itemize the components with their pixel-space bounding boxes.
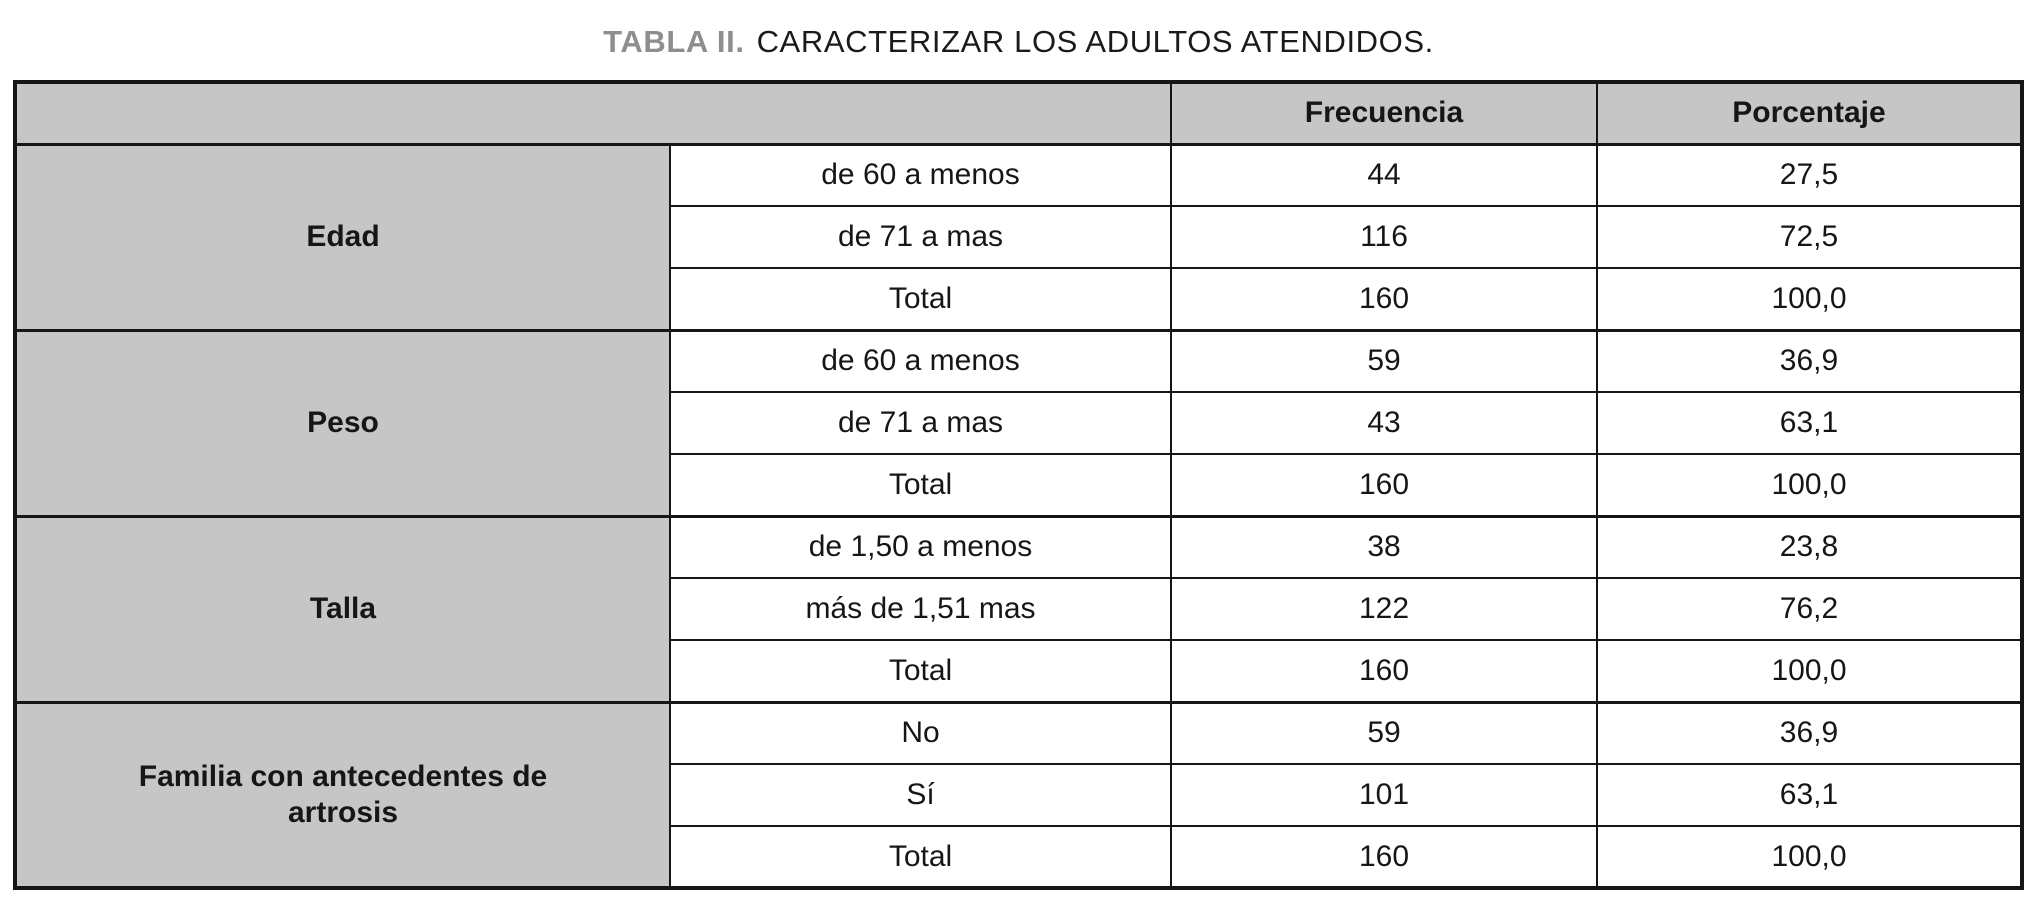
table-row: Edad de 60 a menos 44 27,5 — [14, 142, 2023, 331]
cell-frecuencia: 59 — [1170, 328, 1598, 393]
table-title-label: TABLA II. — [603, 24, 745, 59]
header-frecuencia: Frecuencia — [1170, 81, 1598, 146]
header-row: Frecuencia Porcentaje — [14, 81, 2023, 146]
page: TABLA II. CARACTERIZAR LOS ADULTOS ATENDI… — [0, 24, 2037, 890]
cell-porcentaje: 27,5 — [1596, 142, 2023, 207]
row-label: Total — [669, 825, 1172, 889]
category-edad: Edad — [14, 142, 671, 331]
header-empty-cell — [14, 81, 1172, 146]
table-row: Peso de 60 a menos 59 36,9 — [14, 328, 2023, 517]
row-label: más de 1,51 mas — [669, 577, 1172, 641]
cell-porcentaje: 100,0 — [1596, 825, 2023, 889]
category-peso: Peso — [14, 328, 671, 517]
row-label: de 71 a mas — [669, 205, 1172, 269]
cell-porcentaje: 100,0 — [1596, 453, 2023, 517]
row-label: de 71 a mas — [669, 391, 1172, 455]
cell-porcentaje: 36,9 — [1596, 328, 2023, 393]
table-row: de 71 a mas 43 63,1 — [15, 391, 2023, 455]
cell-frecuencia: 122 — [1170, 577, 1598, 641]
table-row: Total 160 100,0 — [15, 453, 2023, 517]
cell-porcentaje: 36,9 — [1596, 700, 2023, 765]
cell-porcentaje: 23,8 — [1596, 514, 2023, 579]
cell-frecuencia: 44 — [1170, 142, 1598, 207]
row-label: de 60 a menos — [669, 142, 1172, 207]
cell-frecuencia: 160 — [1170, 453, 1598, 517]
cell-porcentaje: 63,1 — [1596, 763, 2023, 827]
cell-porcentaje: 76,2 — [1596, 577, 2023, 641]
cell-frecuencia: 160 — [1170, 267, 1598, 331]
table-row: Sí 101 63,1 — [15, 763, 2023, 827]
row-label: Total — [669, 453, 1172, 517]
row-label: Total — [669, 267, 1172, 331]
header-porcentaje: Porcentaje — [1596, 81, 2023, 146]
cell-frecuencia: 43 — [1170, 391, 1598, 455]
category-familia-antecedentes: Familia con antecedentes de artrosis — [14, 700, 671, 889]
table-row: Total 160 100,0 — [15, 825, 2023, 889]
table-title-text: CARACTERIZAR LOS ADULTOS ATENDIDOS. — [756, 24, 1434, 59]
table-row: Total 160 100,0 — [15, 267, 2023, 331]
cell-frecuencia: 59 — [1170, 700, 1598, 765]
row-label: Total — [669, 639, 1172, 703]
table-row: más de 1,51 mas 122 76,2 — [15, 577, 2023, 641]
cell-porcentaje: 72,5 — [1596, 205, 2023, 269]
cell-porcentaje: 63,1 — [1596, 391, 2023, 455]
table-row: Total 160 100,0 — [15, 639, 2023, 703]
data-table: Frecuencia Porcentaje Edad de 60 a menos… — [13, 80, 2024, 890]
row-label: Sí — [669, 763, 1172, 827]
cell-porcentaje: 100,0 — [1596, 267, 2023, 331]
row-label: No — [669, 700, 1172, 765]
cell-porcentaje: 100,0 — [1596, 639, 2023, 703]
table-row: Familia con antecedentes de artrosis No … — [14, 700, 2023, 889]
row-label: de 60 a menos — [669, 328, 1172, 393]
cell-frecuencia: 160 — [1170, 639, 1598, 703]
table-title: TABLA II. CARACTERIZAR LOS ADULTOS ATENDI… — [0, 24, 2037, 60]
row-label: de 1,50 a menos — [669, 514, 1172, 579]
cell-frecuencia: 116 — [1170, 205, 1598, 269]
table-row: de 71 a mas 116 72,5 — [15, 205, 2023, 269]
cell-frecuencia: 101 — [1170, 763, 1598, 827]
cell-frecuencia: 38 — [1170, 514, 1598, 579]
category-talla: Talla — [14, 514, 671, 703]
cell-frecuencia: 160 — [1170, 825, 1598, 889]
table-row: Talla de 1,50 a menos 38 23,8 — [14, 514, 2023, 703]
